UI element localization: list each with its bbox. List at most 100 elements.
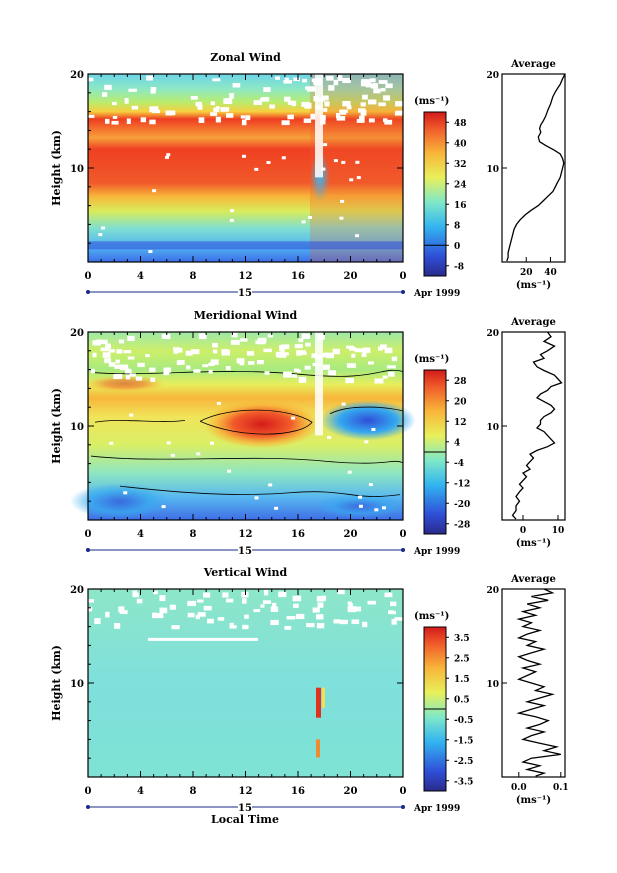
data-gap	[321, 595, 327, 601]
data-gap	[342, 78, 351, 84]
data-gap	[210, 359, 219, 365]
data-gap	[253, 100, 262, 105]
data-gap	[197, 612, 206, 617]
average-title: Average	[510, 574, 556, 585]
data-gap	[262, 600, 272, 604]
data-gap	[136, 598, 143, 604]
average-y-tick-label: 20	[486, 71, 499, 81]
data-gap	[342, 101, 351, 107]
data-gap	[257, 338, 266, 345]
data-gap	[148, 250, 153, 253]
data-gap	[341, 160, 346, 164]
data-gap	[242, 154, 246, 158]
x-tick-label: 20	[344, 271, 358, 282]
data-gap	[312, 607, 320, 613]
average-profile-line	[506, 73, 566, 262]
data-gap	[292, 595, 302, 602]
data-gap	[127, 335, 135, 342]
data-gap	[345, 378, 354, 384]
average-panel: Average 0.0 0.1 10 20 (ms⁻¹)	[486, 574, 568, 806]
date-label: Apr 1999	[413, 804, 460, 814]
data-gap	[324, 101, 330, 107]
data-gap	[226, 598, 234, 603]
y-tick-label: 20	[70, 585, 84, 596]
data-gap	[362, 94, 368, 100]
data-gap	[323, 143, 328, 147]
data-gap	[190, 96, 198, 100]
heatmap-feature	[204, 400, 320, 449]
data-gap	[356, 118, 365, 123]
data-gap	[333, 619, 341, 624]
data-gap	[347, 470, 352, 474]
data-gap	[226, 113, 234, 118]
data-gap	[384, 347, 393, 354]
data-gap	[327, 370, 336, 376]
heatmap-feature	[322, 687, 325, 708]
data-gap	[221, 349, 230, 356]
data-gap	[270, 619, 279, 626]
data-gap	[284, 96, 291, 102]
data-gap	[374, 378, 384, 384]
data-gap	[161, 333, 171, 339]
data-gap	[269, 104, 275, 109]
data-gap	[336, 116, 346, 121]
data-gap	[351, 353, 356, 358]
data-gap	[105, 343, 111, 349]
x-tick-label: 8	[190, 271, 197, 282]
x-tick-label: 4	[137, 786, 144, 797]
data-gap	[101, 226, 106, 230]
data-gap	[385, 83, 393, 89]
data-gap	[391, 619, 397, 625]
data-gap	[123, 491, 128, 495]
x-axis-label: Local Time	[211, 813, 279, 826]
y-axis-label: Height (km)	[50, 388, 63, 464]
data-gap	[259, 98, 269, 102]
data-gap	[150, 377, 156, 383]
data-gap	[315, 332, 323, 436]
data-gap	[298, 338, 304, 343]
x-tick-label: 0	[85, 271, 92, 282]
data-gap	[163, 367, 172, 373]
data-gap	[102, 92, 108, 97]
average-x-axis-label: (ms⁻¹)	[516, 280, 551, 291]
data-gap	[359, 115, 365, 122]
data-gap	[316, 614, 324, 620]
data-gap	[341, 402, 346, 406]
data-gap	[286, 616, 296, 620]
data-gap	[149, 106, 159, 113]
data-gap	[187, 600, 197, 607]
data-gap	[247, 361, 255, 365]
data-gap	[126, 118, 131, 125]
data-gap	[210, 112, 218, 116]
data-gap	[362, 621, 368, 628]
data-gap	[293, 368, 300, 373]
average-title: Average	[510, 59, 556, 70]
colorbar-tick-label: 4	[454, 438, 460, 448]
data-gap	[295, 613, 305, 620]
contour-line	[119, 485, 401, 497]
colorbar-tick-label: 3.5	[454, 634, 470, 644]
data-gap	[391, 356, 398, 362]
average-x-tick-label: 0.1	[553, 783, 569, 793]
data-gap	[368, 361, 374, 365]
data-gap	[394, 617, 403, 621]
x-tick-label: 12	[239, 271, 253, 282]
colorbar-tick-label: 28	[454, 377, 467, 387]
heatmap-feature	[85, 375, 165, 392]
colorbar-tick-label: -3.5	[454, 777, 473, 787]
data-gap	[173, 347, 179, 354]
data-gap	[321, 167, 326, 171]
data-gap	[170, 453, 175, 457]
data-gap	[166, 153, 171, 157]
data-gap	[127, 356, 135, 360]
data-gap	[140, 117, 147, 123]
data-gap	[323, 108, 328, 112]
data-gap	[176, 360, 185, 366]
data-gap	[229, 625, 237, 629]
contour-line	[199, 409, 313, 435]
data-gap	[105, 611, 110, 618]
data-gap	[149, 367, 156, 372]
data-gap	[275, 76, 280, 80]
data-gap	[358, 504, 363, 508]
data-gap	[202, 364, 209, 368]
